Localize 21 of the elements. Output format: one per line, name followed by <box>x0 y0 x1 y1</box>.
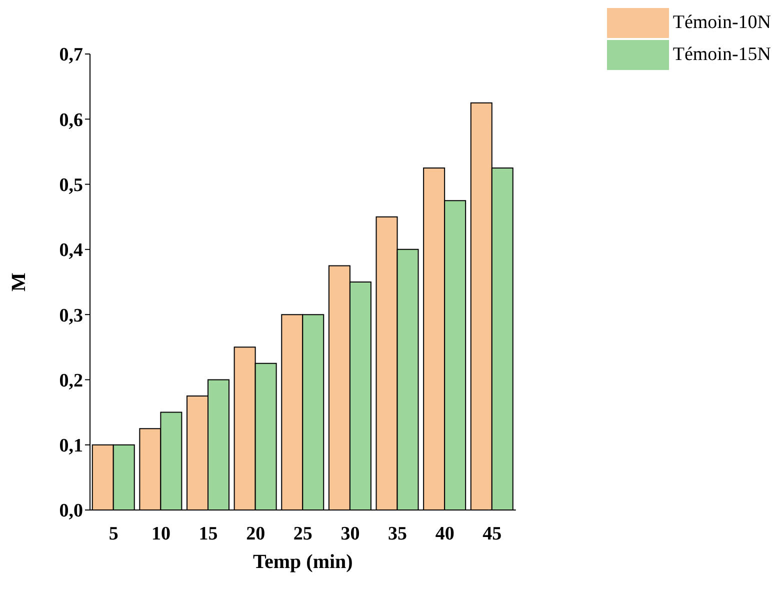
x-tick-label: 5 <box>108 523 118 544</box>
legend-label: Témoin-10N <box>672 12 771 34</box>
x-tick-label: 40 <box>435 523 454 544</box>
y-tick-label: 0,5 <box>59 175 83 196</box>
y-tick-label: 0,3 <box>59 305 83 326</box>
x-tick-label: 25 <box>293 523 312 544</box>
x-tick-label: 45 <box>482 523 502 544</box>
legend-label: Témoin-15N <box>672 44 771 66</box>
y-tick-label: 0,1 <box>59 436 83 457</box>
y-tick-label: 0,6 <box>59 110 83 131</box>
y-axis-title: M <box>8 272 30 292</box>
y-tick-label: 0,0 <box>59 500 83 522</box>
x-tick-label: 30 <box>340 523 360 544</box>
x-tick-label: 35 <box>388 523 408 544</box>
y-tick-label: 0,4 <box>59 240 84 262</box>
x-tick-label: 15 <box>198 523 218 544</box>
x-axis-title: Temp (min) <box>253 551 353 573</box>
y-tick-label: 0,7 <box>59 44 84 66</box>
y-tick-label: 0,2 <box>59 370 83 392</box>
x-tick-label: 10 <box>151 523 170 544</box>
x-tick-label: 20 <box>246 523 266 544</box>
